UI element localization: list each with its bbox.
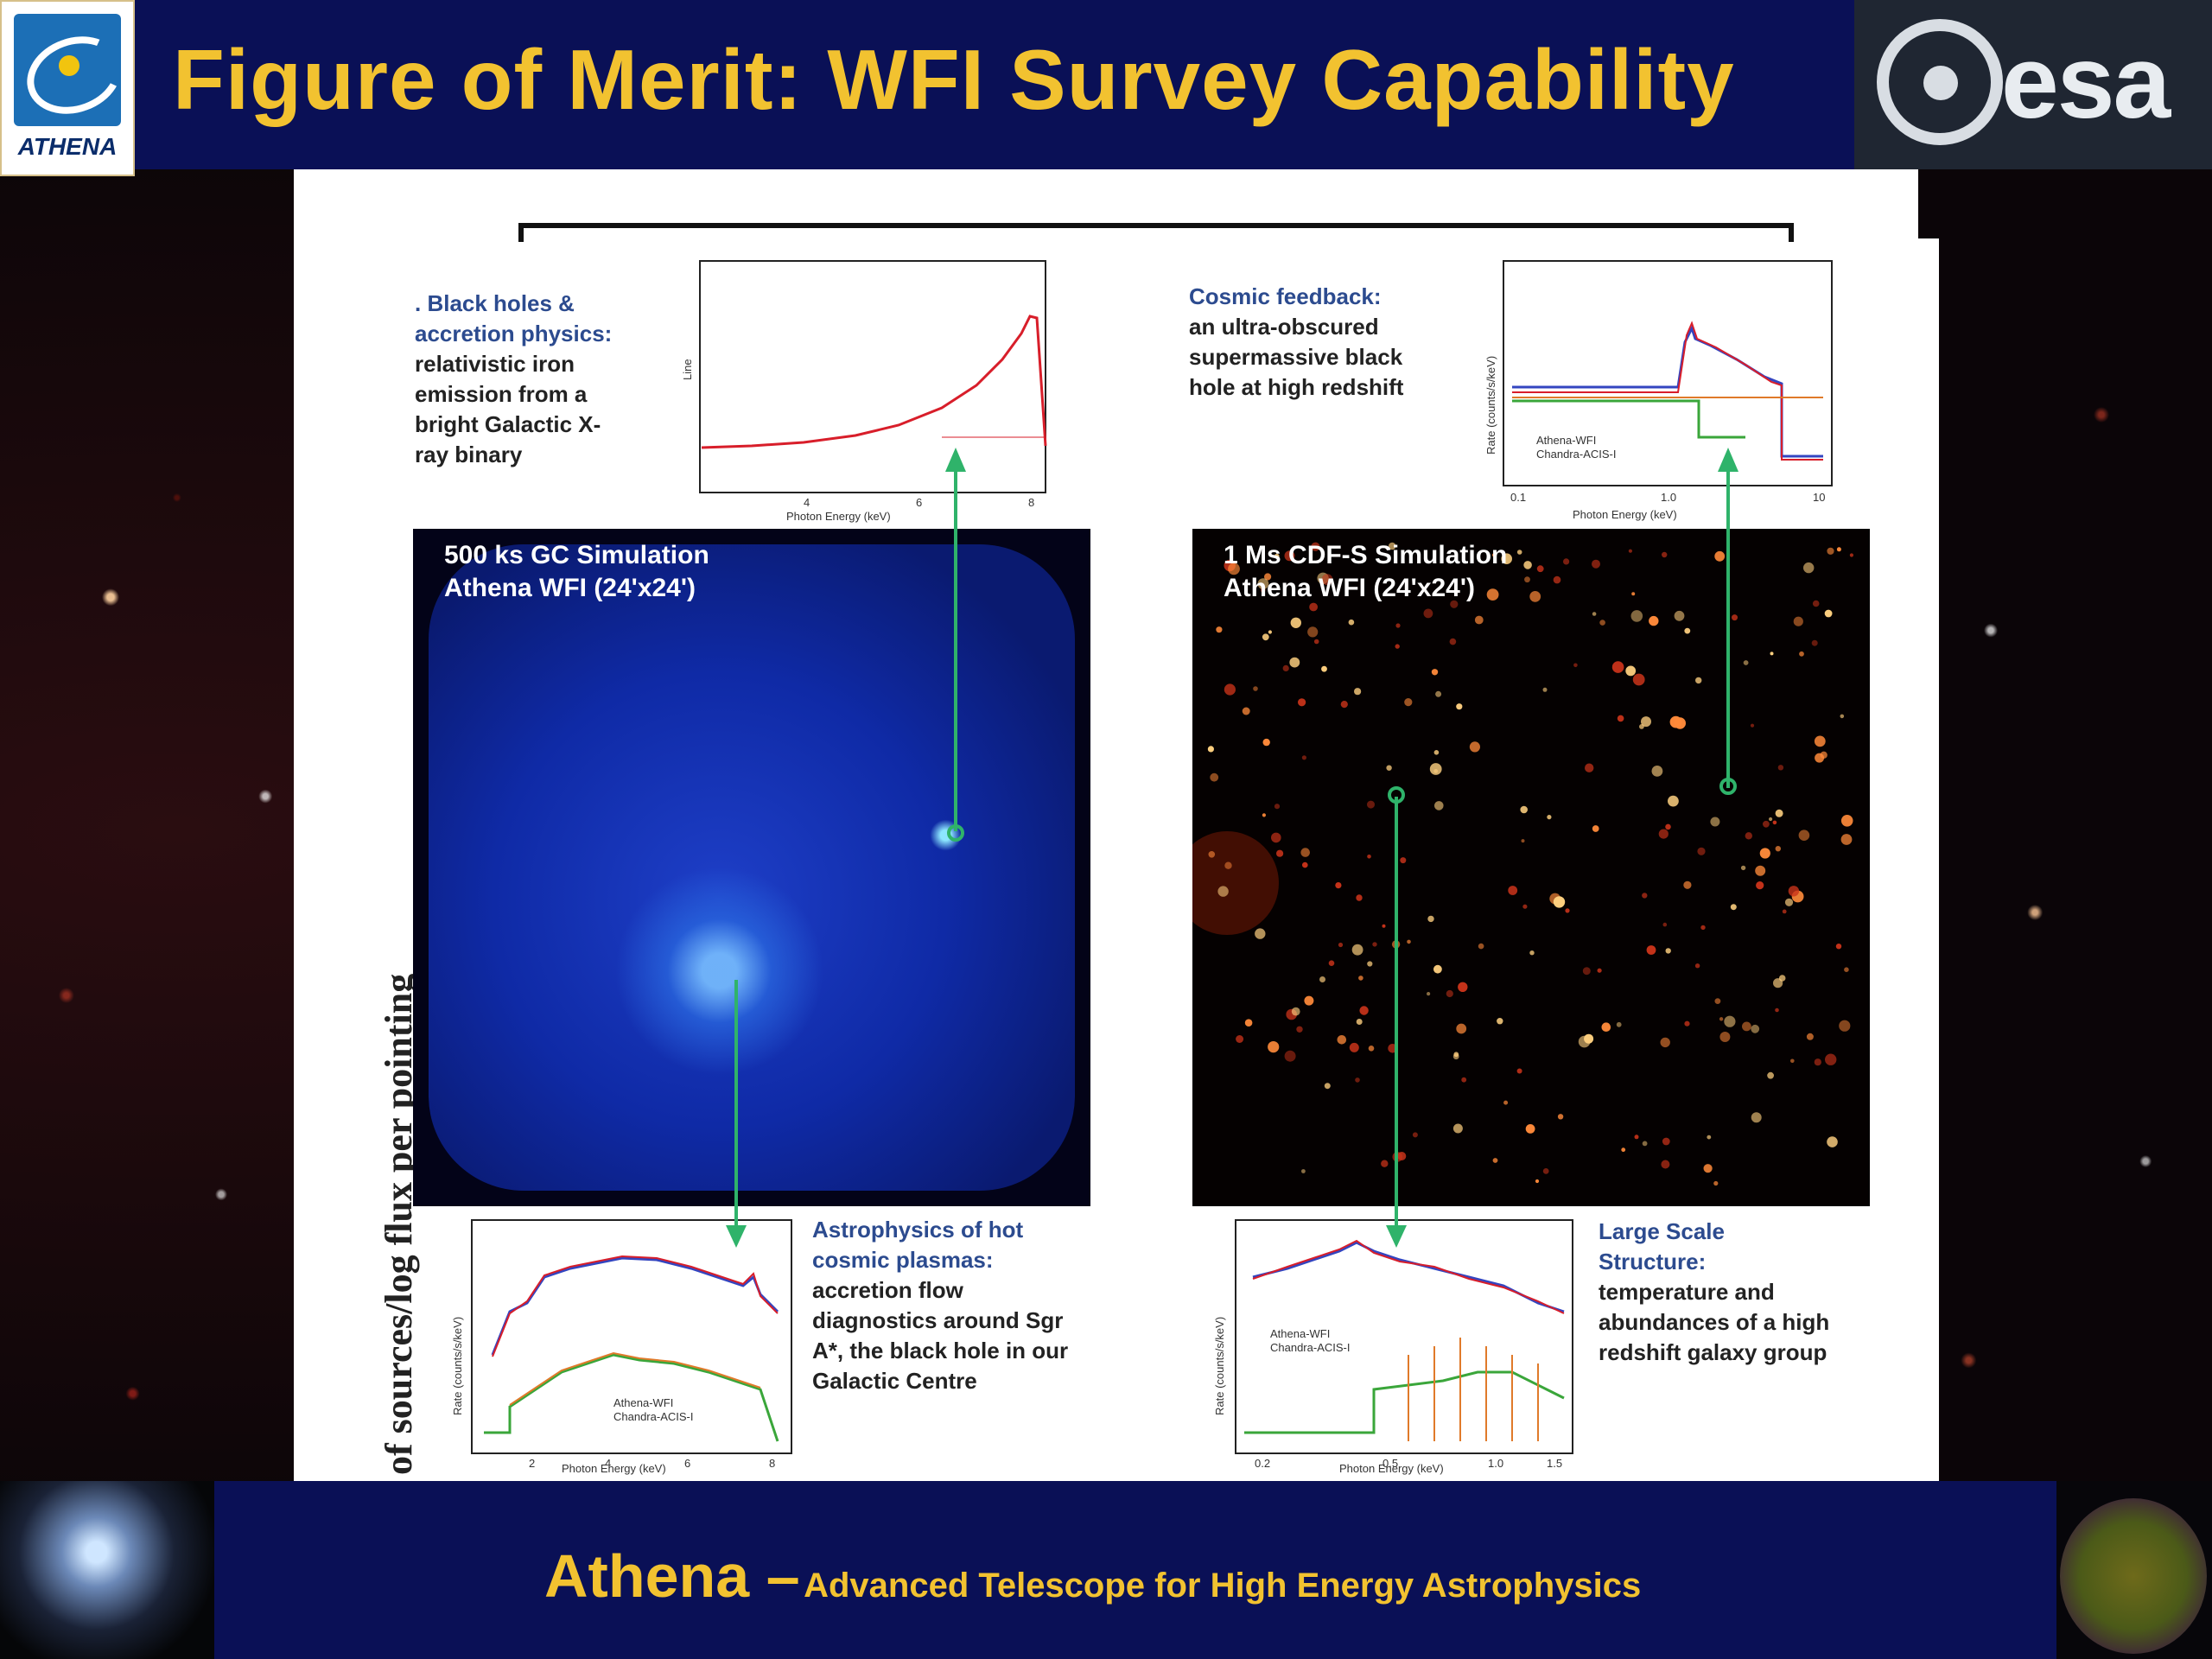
footer-name: Athena – bbox=[544, 1542, 800, 1610]
footer-bar: Athena – Advanced Telescope for High Ene… bbox=[214, 1481, 2056, 1659]
iron-xtick-1: 4 bbox=[804, 496, 810, 509]
lss-xtick-4: 1.5 bbox=[1547, 1457, 1562, 1470]
jet-illustration bbox=[0, 1481, 214, 1659]
lss-xtick-1: 0.2 bbox=[1255, 1457, 1270, 1470]
esa-logo-text: esa bbox=[2001, 24, 2171, 140]
cdfs-sources bbox=[1175, 542, 1853, 1186]
desc-lss: Large Scale Structure: temperature and a… bbox=[1599, 1217, 1875, 1368]
cdfs-simulation-label: 1 Ms CDF-S Simulation Athena WFI (24'x24… bbox=[1224, 539, 1507, 605]
header-bar bbox=[130, 0, 1858, 169]
desc-black-holes-heading: . Black holes & accretion physics: bbox=[415, 290, 613, 346]
gc-emission bbox=[429, 544, 1075, 1191]
iron-xtick-2: 6 bbox=[916, 496, 922, 509]
feedback-xtick-2: 1.0 bbox=[1661, 491, 1676, 504]
desc-plasmas-body: accretion flow diagnostics around Sgr A*… bbox=[812, 1277, 1069, 1394]
feedback-spectrum-plot: Athena-WFI Chandra-ACIS-I Photon Energy … bbox=[1460, 256, 1840, 532]
feedback-legend-athena: Athena-WFI bbox=[1536, 434, 1596, 447]
desc-feedback-body: an ultra-obscured supermassive black hol… bbox=[1189, 314, 1404, 400]
iron-xtick-3: 8 bbox=[1028, 496, 1034, 509]
athena-logo: ATHENA bbox=[0, 0, 135, 176]
cdfs-label-line1: 1 Ms CDF-S Simulation bbox=[1224, 541, 1508, 569]
feedback-x-label: Photon Energy (keV) bbox=[1573, 508, 1677, 521]
plasma-legend-athena: Athena-WFI bbox=[613, 1396, 673, 1409]
plasma-legend-chandra: Chandra-ACIS-I bbox=[613, 1410, 693, 1423]
iron-y-label: Line bbox=[683, 359, 694, 380]
feedback-xtick-3: 10 bbox=[1813, 491, 1825, 504]
lss-xtick-3: 1.0 bbox=[1488, 1457, 1503, 1470]
gc-simulation-image: 500 ks GC Simulation Athena WFI (24'x24'… bbox=[413, 529, 1090, 1206]
iron-line-plot: Photon Energy (keV) Line 4 6 8 bbox=[683, 256, 1054, 532]
desc-black-holes-body: relativistic iron emission from a bright… bbox=[415, 351, 601, 467]
plasma-xtick-2: 4 bbox=[605, 1457, 611, 1470]
supernova-remnant-image bbox=[2056, 1481, 2212, 1659]
lss-y-label: Rate (counts/s/keV) bbox=[1213, 1317, 1226, 1415]
slide-title: Figure of Merit: WFI Survey Capability bbox=[173, 32, 1735, 127]
feedback-legend-chandra: Chandra-ACIS-I bbox=[1536, 448, 1616, 461]
cdfs-label-line2: Athena WFI (24'x24') bbox=[1224, 574, 1475, 602]
footer-expansion: Advanced Telescope for High Energy Astro… bbox=[804, 1567, 1642, 1605]
gc-simulation-label: 500 ks GC Simulation Athena WFI (24'x24'… bbox=[444, 539, 709, 605]
lss-x-label: Photon Energy (keV) bbox=[1339, 1462, 1444, 1475]
gc-label-line1: 500 ks GC Simulation bbox=[444, 541, 709, 569]
desc-plasmas-heading: Astrophysics of hot cosmic plasmas: bbox=[812, 1217, 1024, 1273]
desc-plasmas: Astrophysics of hot cosmic plasmas: accr… bbox=[812, 1215, 1097, 1396]
lss-legend-chandra: Chandra-ACIS-I bbox=[1270, 1341, 1350, 1354]
desc-black-holes: . Black holes & accretion physics: relat… bbox=[415, 289, 665, 470]
gc-label-line2: Athena WFI (24'x24') bbox=[444, 574, 696, 602]
lss-legend-athena: Athena-WFI bbox=[1270, 1327, 1330, 1340]
plasma-xtick-1: 2 bbox=[529, 1457, 535, 1470]
desc-lss-body: temperature and abundances of a high red… bbox=[1599, 1279, 1830, 1365]
desc-lss-heading: Large Scale Structure: bbox=[1599, 1218, 1725, 1274]
athena-logo-text: ATHENA bbox=[17, 133, 118, 160]
plasma-x-label: Photon Energy (keV) bbox=[562, 1462, 666, 1475]
plasma-xtick-3: 6 bbox=[684, 1457, 690, 1470]
plot-frame-top bbox=[518, 223, 1794, 242]
lss-xtick-2: 0.5 bbox=[1382, 1457, 1398, 1470]
athena-logo-icon bbox=[14, 14, 121, 126]
feedback-y-label: Rate (counts/s/keV) bbox=[1484, 356, 1497, 454]
feedback-xtick-1: 0.1 bbox=[1510, 491, 1526, 504]
footer-text: Athena – Advanced Telescope for High Ene… bbox=[544, 1541, 1641, 1611]
iron-x-label: Photon Energy (keV) bbox=[786, 510, 891, 523]
desc-feedback-heading: Cosmic feedback: bbox=[1189, 283, 1382, 309]
lss-spectrum-plot: Athena-WFI Chandra-ACIS-I Photon Energy … bbox=[1184, 1217, 1581, 1476]
plasma-y-label: Rate (counts/s/keV) bbox=[451, 1317, 464, 1415]
cdfs-simulation-image: 1 Ms CDF-S Simulation Athena WFI (24'x24… bbox=[1175, 529, 1870, 1206]
esa-logo: esa bbox=[1854, 0, 2212, 169]
desc-feedback: Cosmic feedback: an ultra-obscured super… bbox=[1189, 282, 1465, 403]
plasma-xtick-4: 8 bbox=[769, 1457, 775, 1470]
plasma-spectrum-plot: Athena-WFI Chandra-ACIS-I Photon Energy … bbox=[432, 1217, 812, 1476]
